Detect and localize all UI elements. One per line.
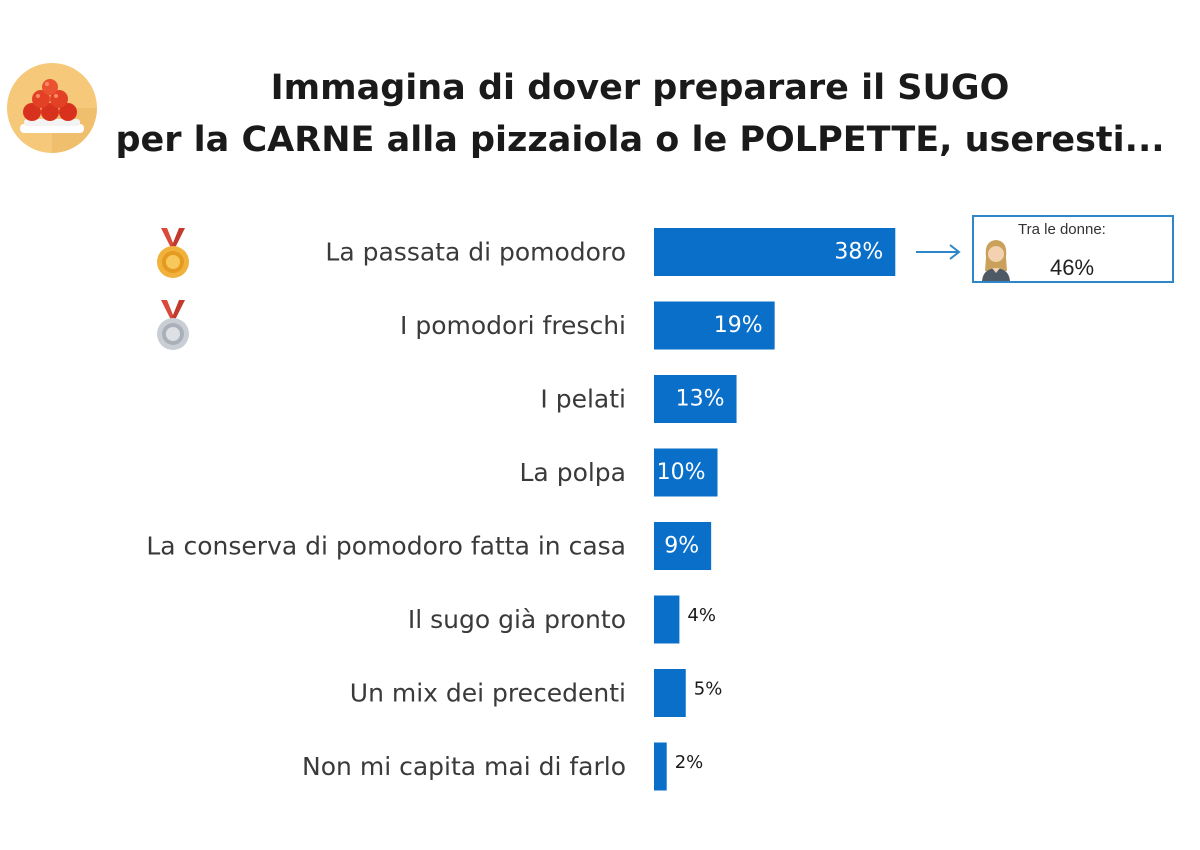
category-label: I pelati (540, 385, 626, 414)
bar (654, 228, 896, 276)
value-label: 10% (657, 460, 706, 485)
category-label: Non mi capita mai di farlo (302, 752, 626, 781)
value-label: 19% (714, 313, 763, 338)
arrow-icon (916, 244, 961, 260)
value-label: 13% (676, 387, 725, 412)
value-label: 5% (694, 679, 723, 700)
category-label: La passata di pomodoro (325, 238, 626, 267)
category-label: I pomodori freschi (400, 311, 626, 340)
category-label: La polpa (520, 458, 627, 487)
chart-title: Immagina di dover preparare il SUGO per … (100, 62, 1180, 166)
title-line-2: per la CARNE alla pizzaiola o le POLPETT… (115, 120, 1165, 160)
category-label: Un mix dei precedenti (350, 679, 626, 708)
callout-value: 46% (1050, 255, 1095, 280)
category-label: La conserva di pomodoro fatta in casa (146, 532, 626, 561)
bar (654, 522, 712, 570)
meatballs-dish-icon (7, 63, 97, 153)
value-label: 38% (834, 240, 883, 265)
bar (654, 669, 686, 717)
bar (654, 742, 667, 791)
woman-avatar-icon (982, 240, 1010, 281)
category-label: Il sugo già pronto (408, 605, 626, 634)
value-label: 2% (675, 752, 704, 773)
value-label: 9% (664, 534, 699, 559)
gold-medal-icon (157, 228, 189, 278)
callout-title: Tra le donne: (1018, 221, 1106, 238)
bar (654, 448, 718, 497)
bar (654, 595, 680, 644)
bar (654, 301, 775, 350)
women-callout-box: Tra le donne: 46% (972, 215, 1174, 283)
value-label: 4% (687, 605, 716, 626)
silver-medal-icon (157, 300, 189, 350)
bar (654, 375, 737, 423)
title-line-1: Immagina di dover preparare il SUGO (270, 68, 1010, 108)
